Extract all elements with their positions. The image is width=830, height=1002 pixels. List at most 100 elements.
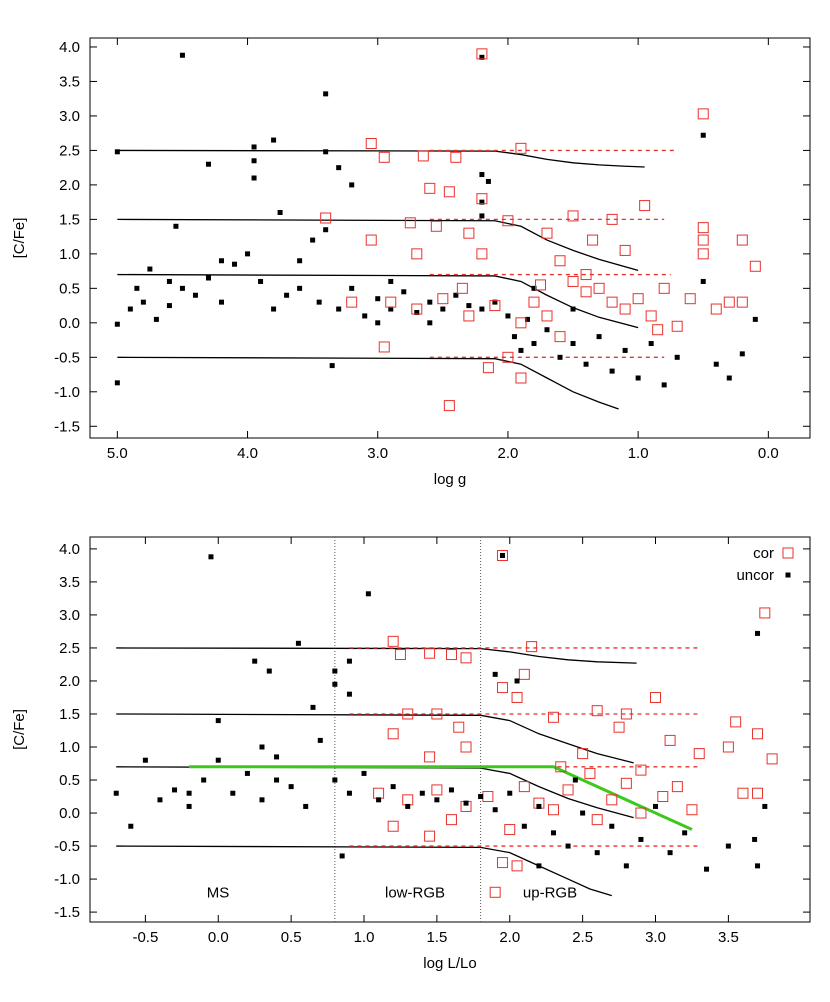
- data-point: [489, 300, 501, 312]
- data-point: [476, 48, 488, 60]
- data-point: [759, 607, 771, 619]
- data-point: [492, 299, 498, 305]
- plot-frame: [89, 536, 811, 923]
- data-point: [593, 282, 605, 294]
- data-point: [424, 182, 436, 194]
- x-tick-label: 2.0: [498, 445, 519, 462]
- data-point: [244, 770, 250, 776]
- data-point: [479, 199, 485, 205]
- data-point: [541, 227, 553, 239]
- data-point: [361, 770, 367, 776]
- region-label: MS: [207, 884, 230, 901]
- data-point: [684, 293, 696, 305]
- data-point: [378, 341, 390, 353]
- data-point: [755, 863, 761, 869]
- model-line: [117, 149, 645, 168]
- data-point: [448, 787, 454, 793]
- data-point: [496, 549, 508, 561]
- data-point: [427, 320, 433, 326]
- model-line: [117, 356, 619, 410]
- data-point: [682, 830, 688, 836]
- data-point: [515, 142, 527, 154]
- data-point: [339, 853, 345, 859]
- x-tick-label: 1.5: [426, 929, 447, 946]
- data-point: [460, 652, 472, 664]
- data-point: [387, 728, 399, 740]
- data-point: [697, 234, 709, 246]
- data-point: [445, 649, 457, 661]
- y-tick-label: 1.5: [59, 211, 80, 228]
- data-point: [639, 200, 651, 212]
- data-point: [531, 341, 537, 347]
- data-point: [388, 306, 394, 312]
- data-point: [511, 691, 523, 703]
- y-tick-label: 3.0: [59, 607, 80, 624]
- data-point: [755, 630, 761, 636]
- data-point: [697, 108, 709, 120]
- data-point: [258, 278, 264, 284]
- data-point: [596, 334, 602, 340]
- x-tick-label: 0.5: [281, 929, 302, 946]
- data-point: [620, 777, 632, 789]
- data-point: [295, 640, 301, 646]
- data-point: [541, 310, 553, 322]
- data-point: [528, 296, 540, 308]
- legend-marker: [785, 572, 791, 578]
- data-point: [303, 803, 309, 809]
- data-point: [284, 292, 290, 298]
- data-point: [310, 237, 316, 243]
- data-point: [453, 292, 459, 298]
- data-point: [251, 144, 257, 150]
- data-point: [762, 803, 768, 809]
- data-point: [443, 186, 455, 198]
- data-point: [693, 748, 705, 760]
- data-point: [349, 182, 355, 188]
- data-point: [259, 797, 265, 803]
- data-point: [504, 824, 516, 836]
- data-point: [388, 278, 394, 284]
- data-point: [502, 351, 514, 363]
- data-point: [606, 213, 618, 225]
- data-point: [635, 807, 647, 819]
- data-point: [424, 830, 436, 842]
- data-point: [157, 797, 163, 803]
- data-point: [419, 790, 425, 796]
- data-point: [414, 309, 420, 315]
- data-point: [134, 285, 140, 291]
- y-tick-label: -1.0: [54, 871, 80, 888]
- data-point: [140, 299, 146, 305]
- x-tick-label: 3.0: [645, 929, 666, 946]
- data-point: [219, 258, 225, 264]
- data-point: [336, 306, 342, 312]
- data-point: [320, 212, 332, 224]
- data-point: [405, 803, 411, 809]
- y-tick-label: -1.0: [54, 384, 80, 401]
- data-point: [463, 800, 469, 806]
- data-point: [166, 278, 172, 284]
- data-point: [710, 303, 722, 315]
- x-tick-label: 3.0: [367, 445, 388, 462]
- data-point: [142, 757, 148, 763]
- data-point: [443, 400, 455, 412]
- data-point: [375, 320, 381, 326]
- data-point: [153, 316, 159, 322]
- y-tick-label: -0.5: [54, 838, 80, 855]
- data-point: [531, 285, 537, 291]
- data-point: [492, 807, 498, 813]
- x-axis-label: log g: [434, 471, 467, 488]
- data-point: [365, 591, 371, 597]
- data-point: [317, 737, 323, 743]
- model-line: [116, 766, 634, 819]
- data-point: [736, 234, 748, 246]
- data-point: [505, 313, 511, 319]
- data-point: [723, 296, 735, 308]
- data-point: [332, 681, 338, 687]
- data-point: [274, 754, 280, 760]
- data-point: [114, 149, 120, 155]
- data-point: [323, 91, 329, 97]
- data-point: [402, 794, 414, 806]
- data-point: [554, 255, 566, 267]
- y-tick-label: 1.5: [59, 706, 80, 723]
- data-point: [245, 251, 251, 257]
- x-tick-label: 0.0: [208, 929, 229, 946]
